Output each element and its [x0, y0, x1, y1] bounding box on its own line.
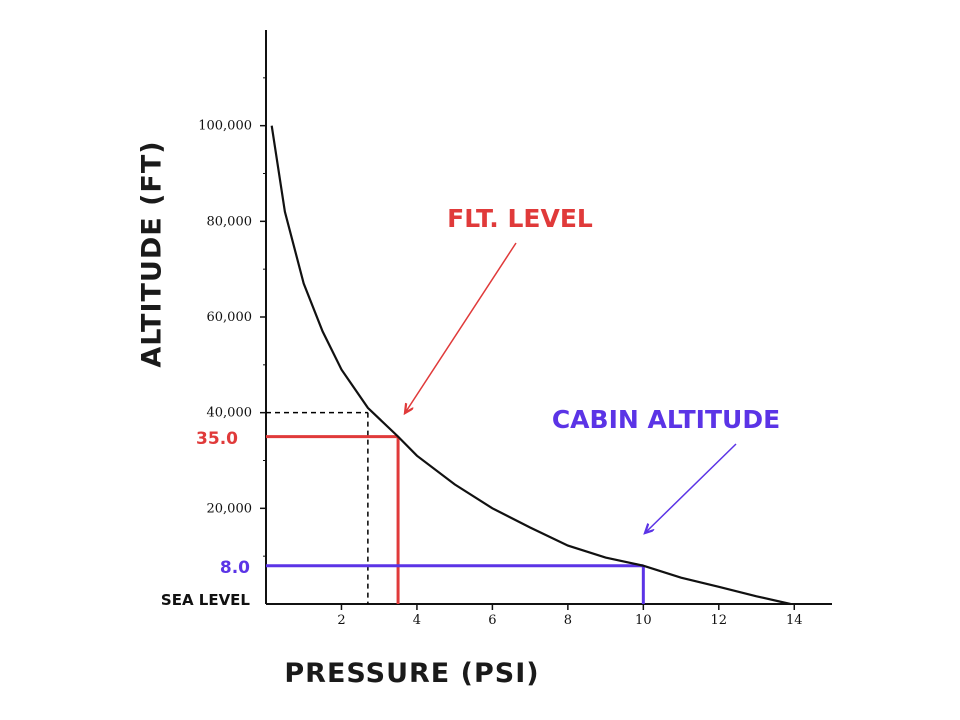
sea-level-label: SEA LEVEL [161, 591, 251, 609]
cabin-altitude-arrow [645, 443, 737, 533]
x-tick-label-6: 14 [786, 613, 803, 628]
cabin-altitude-annotation: CABIN ALTITUDE [552, 405, 780, 434]
y-tick-label-0: 20,000 [207, 501, 253, 516]
y-tick-label-3: 80,000 [207, 214, 253, 229]
reference-lines [266, 411, 645, 604]
x-tick-label-3: 8 [564, 613, 572, 628]
x-tick-label-5: 12 [711, 613, 728, 628]
y-tick-label-4: 100,000 [198, 119, 252, 134]
y-axis-title: ALTITUDE (FT) [137, 140, 168, 367]
x-tick-label-1: 4 [413, 613, 421, 628]
flt-level-arrow [405, 242, 517, 413]
y-ticks: 20,000 40,000 60,000 80,000 100,000 [198, 77, 266, 557]
x-tick-label-4: 10 [635, 613, 652, 628]
x-tick-label-0: 2 [337, 613, 345, 628]
cabin-value-label: 8.0 [220, 558, 250, 578]
flt-level-annotation: FLT. LEVEL [447, 204, 593, 233]
flt-level-value-label: 35.0 [196, 429, 238, 449]
y-tick-label-1: 40,000 [207, 406, 253, 421]
x-tick-label-2: 6 [488, 613, 496, 628]
pressure-altitude-curve [270, 125, 791, 606]
y-tick-label-2: 60,000 [207, 310, 253, 325]
x-axis-title: PRESSURE (PSI) [284, 658, 539, 689]
x-ticks: 2 4 6 8 10 12 14 [337, 604, 803, 628]
